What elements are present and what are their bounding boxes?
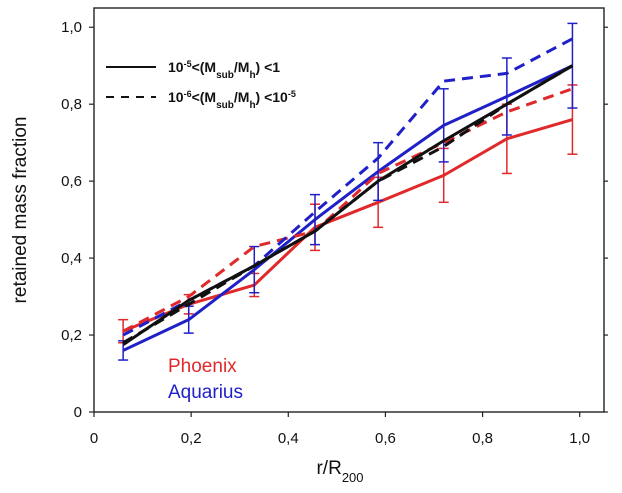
black-solid-line [122, 64, 574, 346]
x-tick-label: 0 [90, 430, 98, 447]
x-axis-label: r/R200 [316, 458, 363, 485]
y-tick-label: 0,4 [61, 250, 82, 267]
legend-dashed-label: 10-6<(Msub/Mh) <10-5 [168, 89, 296, 111]
phoenix-solid-line [122, 118, 573, 333]
y-tick-label: 1,0 [61, 19, 82, 36]
aquarius-label: Aquarius [168, 382, 243, 403]
plot-frame [93, 7, 605, 413]
x-tick-label: 0,4 [278, 430, 299, 447]
x-tick-label: 0,6 [375, 430, 396, 447]
y-tick-label: 0 [74, 404, 82, 421]
y-tick-label: 0,8 [61, 96, 82, 113]
aquarius-solid-line [122, 64, 574, 352]
aquarius-dashed-line [122, 37, 574, 337]
y-tick-label: 0,2 [61, 327, 82, 344]
x-tick-label: 0,2 [181, 430, 202, 447]
y-axis-label: retained mass fraction [10, 117, 31, 304]
phoenix-dashed-line [122, 87, 573, 333]
phoenix-label: Phoenix [168, 356, 237, 377]
legend-solid-label: 10-5<(Msub/Mh) <1 [168, 59, 280, 81]
x-tick-label: 0,8 [472, 430, 493, 447]
y-tick-label: 0,6 [61, 173, 82, 190]
x-tick-label: 1,0 [569, 430, 590, 447]
